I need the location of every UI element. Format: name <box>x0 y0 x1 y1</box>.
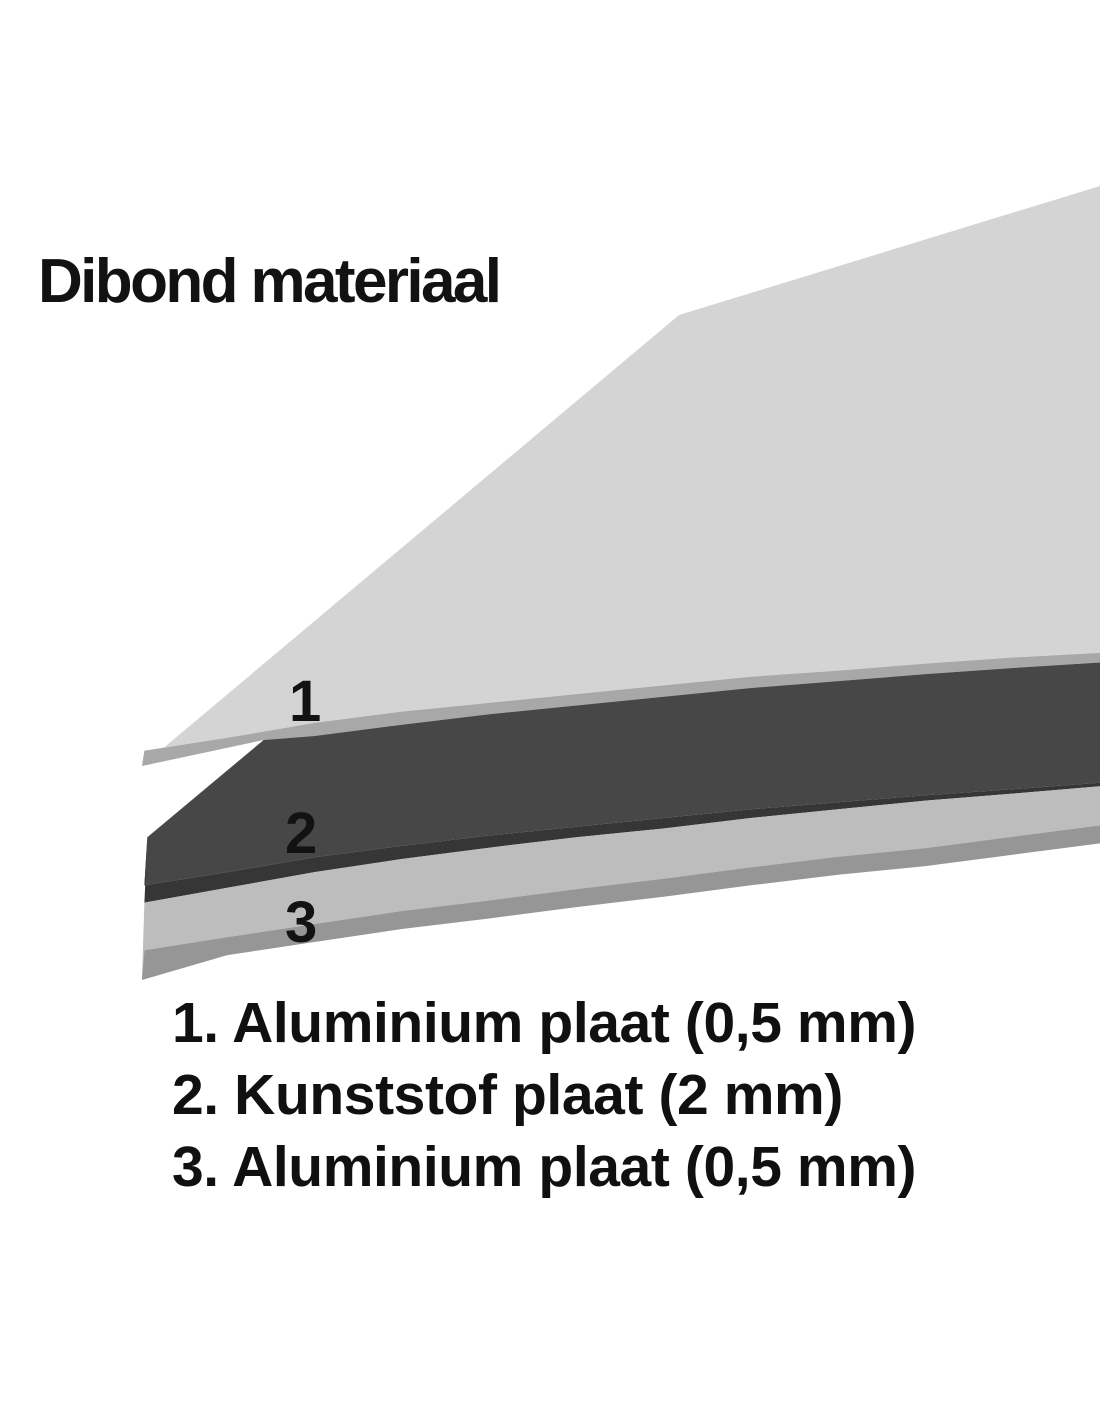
svg-text:1: 1 <box>289 669 321 734</box>
svg-text:3: 3 <box>285 890 317 955</box>
svg-text:2: 2 <box>285 801 317 866</box>
